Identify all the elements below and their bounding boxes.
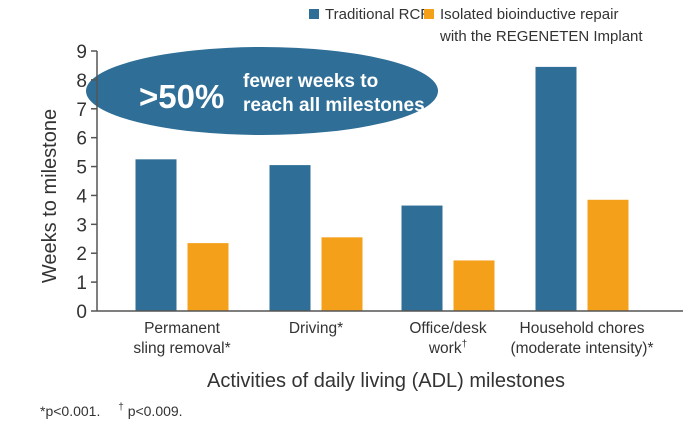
category-label-2-line-2: work† bbox=[428, 339, 467, 357]
legend-label-regeneten-line-1: Isolated bioinductive repair bbox=[440, 6, 618, 23]
category-label-0-line-1: Permanent bbox=[144, 320, 221, 337]
bar-series-0-category-2 bbox=[401, 205, 443, 311]
y-tick-label: 1 bbox=[76, 273, 87, 294]
legend-swatch-traditional bbox=[309, 9, 319, 19]
y-tick-label: 0 bbox=[76, 302, 87, 323]
callout-ellipse bbox=[86, 47, 438, 135]
y-tick-label: 6 bbox=[76, 129, 87, 150]
y-tick-label: 4 bbox=[76, 186, 87, 207]
legend-swatch-regeneten bbox=[424, 9, 434, 19]
callout-line-2: reach all milestones bbox=[243, 95, 425, 116]
bar-series-1-category-0 bbox=[187, 243, 229, 311]
category-label-2-sup: † bbox=[462, 339, 468, 350]
bar-series-1-category-3 bbox=[587, 199, 629, 311]
legend-label-regeneten-line-2: with the REGENETEN Implant bbox=[439, 28, 643, 45]
bar-series-0-category-3 bbox=[535, 66, 577, 311]
bar-series-0-category-0 bbox=[135, 159, 177, 311]
y-tick-label: 7 bbox=[76, 100, 87, 121]
footnote-part-2: p<0.009. bbox=[128, 403, 183, 419]
bar-series-1-category-1 bbox=[321, 237, 363, 311]
y-axis-title: Weeks to milestone bbox=[39, 109, 61, 283]
callout-percent: >50% bbox=[139, 78, 224, 115]
footnote-dagger: † bbox=[118, 402, 124, 413]
callout-line-1: fewer weeks to bbox=[243, 71, 378, 92]
legend-label-traditional: Traditional RCR bbox=[325, 6, 431, 23]
bar-series-0-category-1 bbox=[269, 165, 311, 311]
bar-series-1-category-2 bbox=[453, 260, 495, 311]
category-label-3-line-1: Household chores bbox=[520, 320, 645, 337]
category-label-2-line-1: Office/desk bbox=[409, 320, 487, 337]
footnote: *p<0.001. † p<0.009. bbox=[40, 397, 183, 419]
x-axis-title: Activities of daily living (ADL) milesto… bbox=[207, 370, 565, 392]
y-tick-label: 9 bbox=[76, 42, 87, 63]
category-label-3-line-2: (moderate intensity)* bbox=[510, 340, 653, 357]
category-label-0-line-2: sling removal* bbox=[133, 340, 230, 357]
category-label-1-line-1: Driving* bbox=[289, 320, 343, 337]
y-tick-label: 5 bbox=[76, 158, 87, 179]
y-tick-label: 3 bbox=[76, 215, 87, 236]
y-tick-label: 2 bbox=[76, 244, 87, 265]
footnote-part-1: *p<0.001. bbox=[40, 403, 100, 419]
y-tick-label: 8 bbox=[76, 71, 87, 92]
